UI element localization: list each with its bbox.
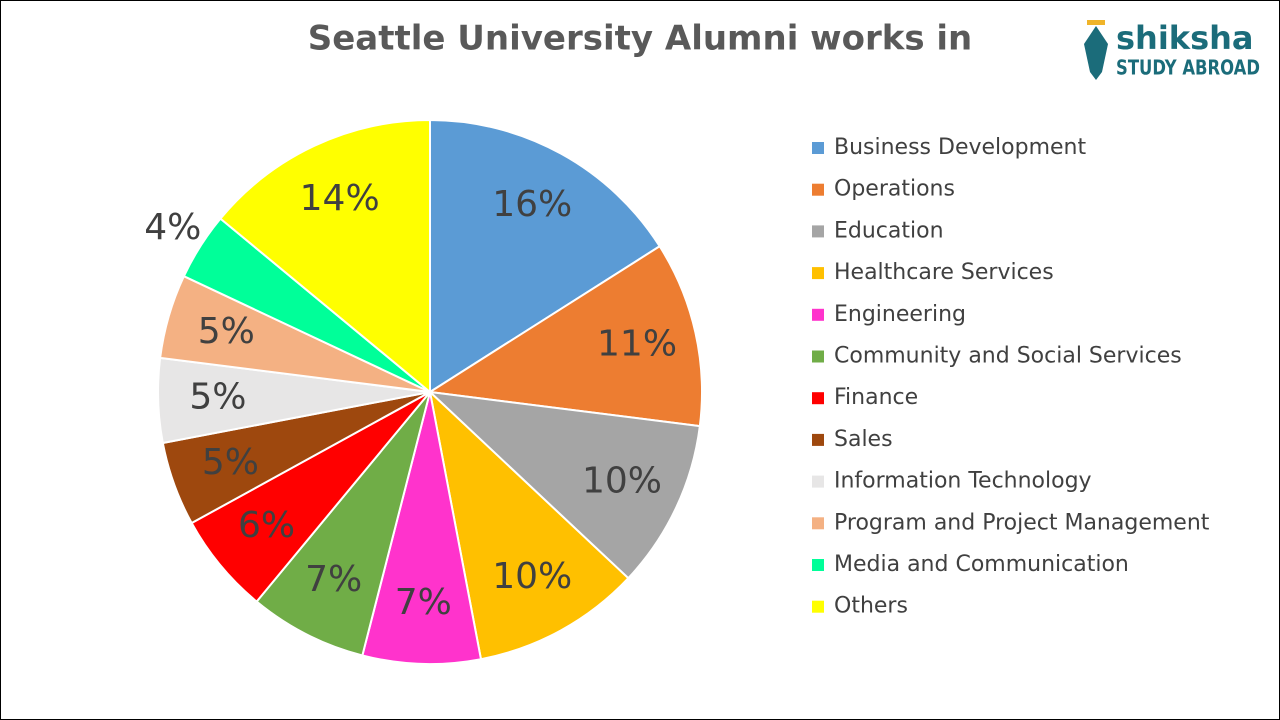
legend-label: Others [834,594,908,619]
logo-accent [1087,20,1105,25]
pie-slice [255,391,431,657]
pie-slice [429,118,662,394]
data-label: 6% [238,505,295,546]
legend-swatch [812,142,824,154]
legend-swatch [812,308,824,321]
legend-swatch [812,183,824,196]
legend-label: Sales [834,427,893,452]
pie-slice [219,118,431,395]
legend-label: Media and Communication [834,552,1129,577]
legend-label: Engineering [834,302,966,327]
legend-swatch [812,517,824,530]
chart-title: Seattle University Alumni works in [308,19,973,59]
legend-swatch [812,600,824,613]
data-label: 7% [305,559,362,600]
legend-label: Operations [834,177,955,202]
logo: shiksha STUDY ABROAD [1084,19,1260,80]
legend-swatch [812,559,824,571]
legend-label: Business Development [834,135,1086,160]
data-label: 10% [582,460,662,501]
legend-label: Program and Project Management [834,510,1210,535]
legend-swatch [812,267,824,280]
data-label: 5% [198,311,255,352]
legend-label: Healthcare Services [834,260,1054,285]
logo-tagline: STUDY ABROAD [1116,56,1260,80]
pie-slice [428,389,630,661]
data-label: 5% [202,442,259,483]
data-label: 7% [395,582,452,623]
data-label: 10% [492,556,572,597]
legend-label: Education [834,218,944,243]
legend-swatch [812,392,824,405]
logo-icon [1084,26,1108,80]
data-label: 16% [492,184,572,225]
data-label: 14% [300,178,380,219]
data-label: 11% [597,324,677,365]
legend-label: Information Technology [834,469,1092,494]
pie-slice [427,244,703,428]
pie-slice [427,390,701,580]
logo-name: shiksha [1116,19,1254,57]
legend-swatch [812,350,824,363]
legend-swatch [812,475,824,488]
legend-swatch [812,433,824,446]
pie-slice [361,391,483,665]
legend-label: Finance [834,385,918,410]
legend-swatch [812,225,824,238]
data-label: 4% [144,207,201,248]
data-label: 5% [189,377,246,418]
legend-label: Community and Social Services [834,344,1182,369]
